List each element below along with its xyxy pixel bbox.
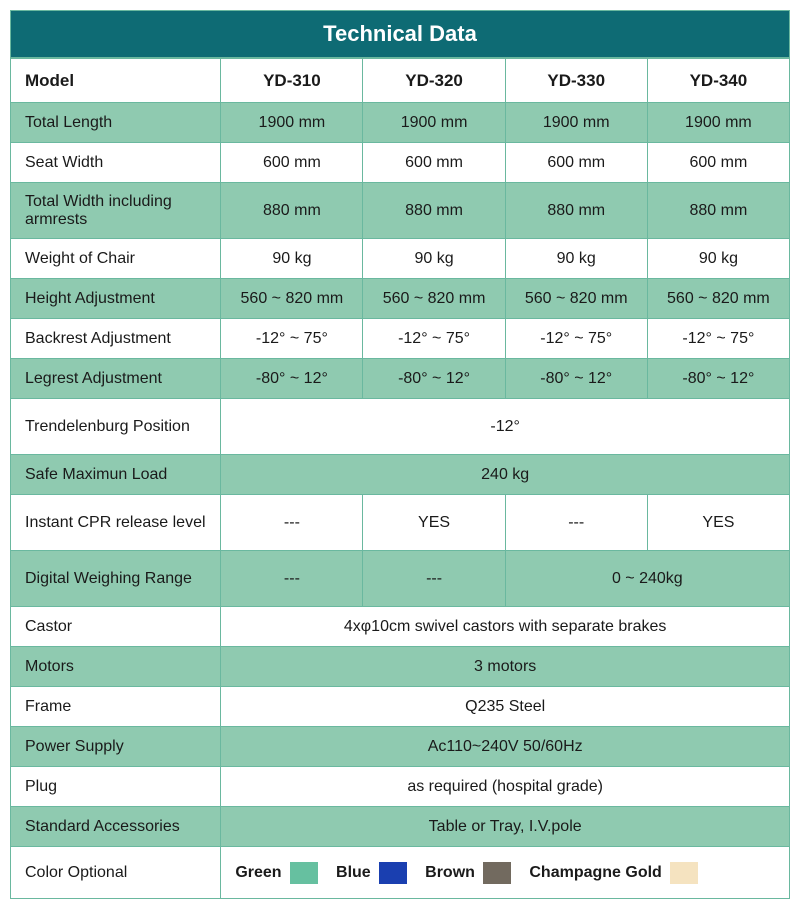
spec-table: Model YD-310 YD-320 YD-330 YD-340 Total …	[10, 58, 790, 899]
row-cell: 880 mm	[221, 183, 363, 239]
card-title: Technical Data	[10, 10, 790, 58]
row-label: Frame	[11, 687, 221, 727]
row-cell: 90 kg	[221, 239, 363, 279]
table-row: Backrest Adjustment-12° ~ 75°-12° ~ 75°-…	[11, 319, 790, 359]
row-span-value: 4xφ10cm swivel castors with separate bra…	[221, 607, 790, 647]
row-cell: -12° ~ 75°	[363, 319, 505, 359]
table-row: Trendelenburg Position-12°	[11, 399, 790, 455]
table-row: Motors3 motors	[11, 647, 790, 687]
table-row: Height Adjustment560 ~ 820 mm560 ~ 820 m…	[11, 279, 790, 319]
row-label: Legrest Adjustment	[11, 359, 221, 399]
table-row: Seat Width600 mm600 mm600 mm600 mm	[11, 143, 790, 183]
row-cell: YES	[363, 495, 505, 551]
row-cell: 90 kg	[647, 239, 789, 279]
row-label: Safe Maximun Load	[11, 455, 221, 495]
row-span-value: 3 motors	[221, 647, 790, 687]
table-row: Legrest Adjustment-80° ~ 12°-80° ~ 12°-8…	[11, 359, 790, 399]
color-option-label: Green	[235, 864, 286, 881]
row-cell: YES	[647, 495, 789, 551]
header-yd330: YD-330	[505, 59, 647, 103]
color-option-label: Champagne Gold	[529, 864, 666, 881]
row-cell: 560 ~ 820 mm	[505, 279, 647, 319]
row-label: Digital Weighing Range	[11, 551, 221, 607]
table-row: Total Width including armrests880 mm880 …	[11, 183, 790, 239]
row-label: Total Width including armrests	[11, 183, 221, 239]
row-span-value: as required (hospital grade)	[221, 767, 790, 807]
row-cell: 560 ~ 820 mm	[221, 279, 363, 319]
row-cell: 1900 mm	[363, 103, 505, 143]
row-cell: 560 ~ 820 mm	[647, 279, 789, 319]
row-span-value: 240 kg	[221, 455, 790, 495]
row-label: Weight of Chair	[11, 239, 221, 279]
row-cell: -80° ~ 12°	[647, 359, 789, 399]
row-cell: 0 ~ 240kg	[505, 551, 789, 607]
row-label: Trendelenburg Position	[11, 399, 221, 455]
row-cell: -12° ~ 75°	[505, 319, 647, 359]
color-option-label: Brown	[425, 864, 479, 881]
row-cell: 600 mm	[505, 143, 647, 183]
row-cell: ---	[505, 495, 647, 551]
row-cell: 1900 mm	[505, 103, 647, 143]
header-row: Model YD-310 YD-320 YD-330 YD-340	[11, 59, 790, 103]
row-cell: 90 kg	[505, 239, 647, 279]
row-cell: -80° ~ 12°	[505, 359, 647, 399]
header-model: Model	[11, 59, 221, 103]
row-label: Seat Width	[11, 143, 221, 183]
row-label: Backrest Adjustment	[11, 319, 221, 359]
row-cell: 880 mm	[363, 183, 505, 239]
row-cell: -12° ~ 75°	[221, 319, 363, 359]
header-yd320: YD-320	[363, 59, 505, 103]
row-label: Plug	[11, 767, 221, 807]
row-cell: 1900 mm	[221, 103, 363, 143]
row-cell: ---	[363, 551, 505, 607]
row-cell: ---	[221, 495, 363, 551]
header-yd340: YD-340	[647, 59, 789, 103]
color-options-cell: Green Blue Brown Champagne Gold	[221, 847, 790, 899]
table-row: Standard AccessoriesTable or Tray, I.V.p…	[11, 807, 790, 847]
row-cell: -80° ~ 12°	[221, 359, 363, 399]
color-optional-row: Color OptionalGreen Blue Brown Champagne…	[11, 847, 790, 899]
row-cell: 1900 mm	[647, 103, 789, 143]
color-swatch	[290, 862, 318, 884]
row-cell: -12° ~ 75°	[647, 319, 789, 359]
table-row: Power SupplyAc110~240V 50/60Hz	[11, 727, 790, 767]
row-cell: 560 ~ 820 mm	[363, 279, 505, 319]
row-cell: 600 mm	[363, 143, 505, 183]
table-row: Weight of Chair90 kg90 kg90 kg90 kg	[11, 239, 790, 279]
table-row: Instant CPR release level---YES---YES	[11, 495, 790, 551]
row-cell: 600 mm	[221, 143, 363, 183]
row-cell: -80° ~ 12°	[363, 359, 505, 399]
row-label: Height Adjustment	[11, 279, 221, 319]
row-label: Castor	[11, 607, 221, 647]
row-label: Standard Accessories	[11, 807, 221, 847]
row-cell: 90 kg	[363, 239, 505, 279]
row-label: Power Supply	[11, 727, 221, 767]
table-row: Total Length1900 mm1900 mm1900 mm1900 mm	[11, 103, 790, 143]
row-cell: 880 mm	[505, 183, 647, 239]
color-swatch	[670, 862, 698, 884]
table-row: Plugas required (hospital grade)	[11, 767, 790, 807]
row-span-value: -12°	[221, 399, 790, 455]
table-row: Safe Maximun Load240 kg	[11, 455, 790, 495]
row-span-value: Table or Tray, I.V.pole	[221, 807, 790, 847]
row-cell: 880 mm	[647, 183, 789, 239]
header-yd310: YD-310	[221, 59, 363, 103]
row-cell: 600 mm	[647, 143, 789, 183]
row-label: Total Length	[11, 103, 221, 143]
technical-data-card: Technical Data Model YD-310 YD-320 YD-33…	[0, 0, 800, 909]
row-span-value: Q235 Steel	[221, 687, 790, 727]
row-cell: ---	[221, 551, 363, 607]
row-label: Color Optional	[11, 847, 221, 899]
table-row: Castor4xφ10cm swivel castors with separa…	[11, 607, 790, 647]
table-row: FrameQ235 Steel	[11, 687, 790, 727]
row-label: Motors	[11, 647, 221, 687]
table-body: Total Length1900 mm1900 mm1900 mm1900 mm…	[11, 103, 790, 899]
color-swatch	[379, 862, 407, 884]
row-span-value: Ac110~240V 50/60Hz	[221, 727, 790, 767]
color-swatch	[483, 862, 511, 884]
row-label: Instant CPR release level	[11, 495, 221, 551]
table-row: Digital Weighing Range------0 ~ 240kg	[11, 551, 790, 607]
color-option-label: Blue	[336, 864, 375, 881]
